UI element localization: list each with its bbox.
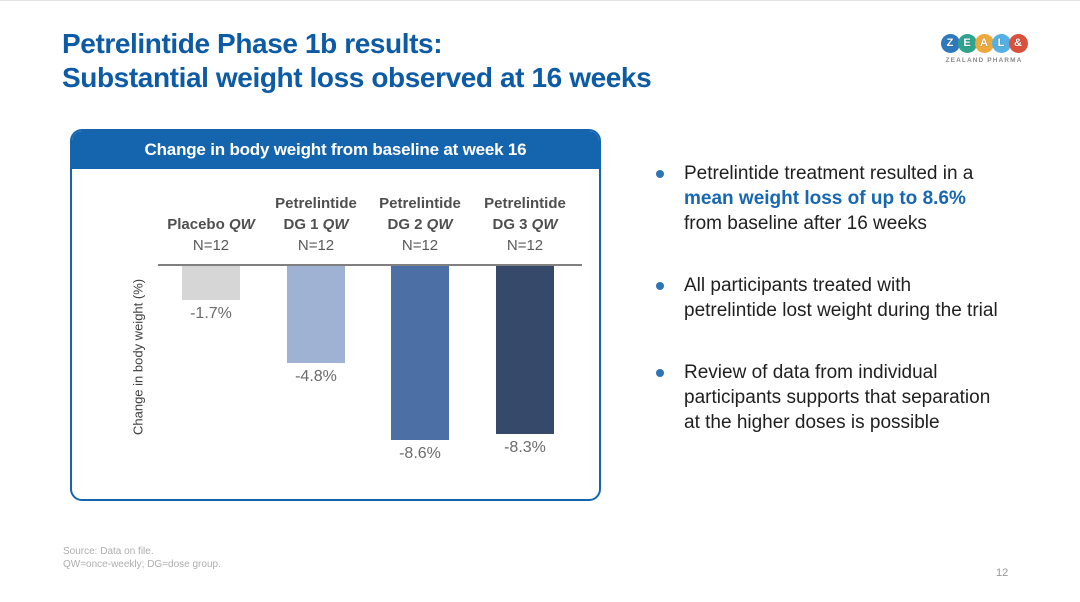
group-label-line1: Petrelintide	[484, 195, 566, 212]
chart-title: Change in body weight from baseline at w…	[72, 131, 599, 169]
bullet-text-post: from baseline after 16 weeks	[684, 213, 927, 234]
title-line-2: Substantial weight loss observed at 16 w…	[62, 62, 652, 93]
title-line-1: Petrelintide Phase 1b results:	[62, 28, 443, 59]
bullet-item-1: Petrelintide treatment resulted in a mea…	[654, 161, 999, 236]
footnote-abbreviations: QW=once-weekly; DG=dose group.	[63, 559, 221, 570]
group-label: Petrelintide DG 2 QW	[368, 191, 472, 235]
logo-letter-a-icon: A	[974, 34, 994, 53]
group-label: Placebo QW	[159, 191, 263, 235]
group-n-label: N=12	[401, 237, 439, 254]
qw-label: QW	[531, 216, 558, 233]
bullet-icon	[656, 170, 664, 178]
bar-value-label: -8.3%	[504, 439, 546, 456]
logo-wordmark: ZEALAND PHARMA	[945, 57, 1023, 64]
group-n-label: N=12	[192, 237, 230, 254]
bar-chart: Change in body weight (%) Placebo QW N=1…	[72, 169, 599, 499]
group-label-line1: Petrelintide	[275, 195, 357, 212]
bar-dg3	[496, 266, 554, 434]
bar-value-label: -1.7%	[190, 305, 232, 322]
group-n-label: N=12	[297, 237, 335, 254]
qw-label: QW	[426, 216, 453, 233]
key-takeaways: Petrelintide treatment resulted in a mea…	[654, 161, 999, 472]
bullet-icon	[656, 369, 664, 377]
group-n-label: N=12	[506, 237, 544, 254]
logo-ampersand-icon: &	[1008, 34, 1028, 53]
group-label-line1: Petrelintide	[379, 195, 461, 212]
bar-group-dg1: Petrelintide DG 1 QW N=12 -4.8%	[264, 191, 368, 386]
bullet-text-pre: Petrelintide treatment resulted in a	[684, 163, 974, 184]
dose-label: DG 2	[387, 216, 423, 233]
bar-value-label: -4.8%	[295, 368, 337, 385]
bullet-text-pre: All participants treated with petrelinti…	[684, 275, 998, 321]
chart-panel: Change in body weight from baseline at w…	[70, 129, 601, 501]
y-axis-label: Change in body weight (%)	[130, 278, 146, 436]
bar-placebo	[182, 266, 240, 300]
group-label-line2: DG 3 QW	[473, 214, 577, 235]
bullet-text: Petrelintide treatment resulted in a mea…	[684, 161, 999, 236]
bullet-item-2: All participants treated with petrelinti…	[654, 273, 999, 323]
group-label: Petrelintide DG 1 QW	[264, 191, 368, 235]
footnote: Source: Data on file. QW=once-weekly; DG…	[63, 545, 221, 571]
bullet-text-pre: Review of data from individual participa…	[684, 362, 991, 433]
bullet-text: All participants treated with petrelinti…	[684, 273, 999, 323]
bar-group-placebo: Placebo QW N=12 -1.7%	[159, 191, 263, 323]
group-label: Petrelintide DG 3 QW	[473, 191, 577, 235]
bullet-text-highlight: mean weight loss of up to 8.6%	[684, 188, 966, 209]
bar-group-dg3: Petrelintide DG 3 QW N=12 -8.3%	[473, 191, 577, 457]
page-title: Petrelintide Phase 1b results: Substanti…	[62, 27, 652, 95]
logo-letter-l-icon: L	[991, 34, 1011, 53]
bullet-item-3: Review of data from individual participa…	[654, 360, 999, 435]
bar-value-label: -8.6%	[399, 445, 441, 462]
logo-letter-e-icon: E	[957, 34, 977, 53]
qw-label: QW	[322, 216, 349, 233]
bar-group-dg2: Petrelintide DG 2 QW N=12 -8.6%	[368, 191, 472, 463]
group-label-line2: DG 2 QW	[368, 214, 472, 235]
logo-letter-circles: Z E A L &	[936, 34, 1032, 53]
page-number: 12	[996, 567, 1009, 579]
zero-baseline	[158, 264, 582, 266]
bar-dg1	[287, 266, 345, 363]
bullet-icon	[656, 282, 664, 290]
bullet-text: Review of data from individual participa…	[684, 360, 999, 435]
logo-letter-z-icon: Z	[940, 34, 960, 53]
qw-label: QW	[228, 216, 255, 233]
dose-label: DG 1	[283, 216, 319, 233]
group-label-line2: Placebo QW	[159, 214, 263, 235]
dose-label: Placebo	[167, 216, 225, 233]
dose-label: DG 3	[492, 216, 528, 233]
footnote-source: Source: Data on file.	[63, 546, 154, 557]
zealand-pharma-logo: Z E A L & ZEALAND PHARMA	[936, 34, 1032, 64]
group-label-line2: DG 1 QW	[264, 214, 368, 235]
bar-dg2	[391, 266, 449, 440]
